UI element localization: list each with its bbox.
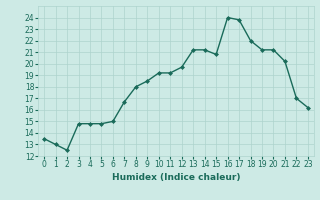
X-axis label: Humidex (Indice chaleur): Humidex (Indice chaleur)	[112, 173, 240, 182]
